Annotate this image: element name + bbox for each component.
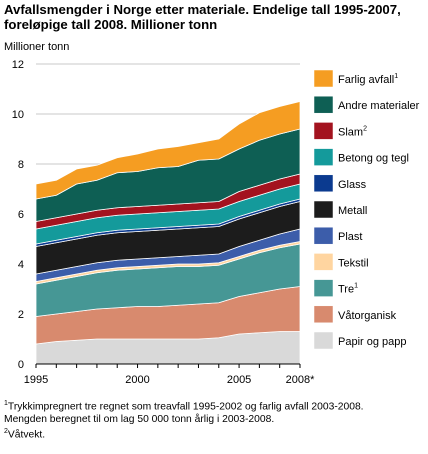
legend-label-papir-og-papp: Papir og papp — [338, 336, 407, 348]
legend-swatch-glass — [313, 174, 334, 193]
y-tick-label: 0 — [18, 359, 24, 371]
legend-swatch-slam — [313, 122, 334, 140]
footnote-1: 1Trykkimpregnert tre regnet som treavfal… — [4, 398, 424, 414]
area-farlig-avfall — [35, 101, 301, 200]
legend-swatch-betong-og-tegl — [313, 148, 334, 166]
area-series — [35, 101, 301, 365]
y-tick-label: 6 — [18, 209, 24, 221]
x-ticks: 1995 2000 2005 2008* — [24, 364, 315, 386]
y-tick-label: 8 — [18, 159, 24, 171]
legend-label-slam: Slam2 — [338, 125, 367, 138]
y-tick-label: 12 — [12, 59, 24, 71]
footnote-2-text: Våtvekt. — [7, 429, 46, 441]
y-tick-label: 2 — [18, 309, 24, 321]
legend-label-tre: Tre1 — [338, 283, 358, 296]
legend-swatch-metall — [313, 200, 334, 219]
footnote-1-cont-text: Mengden beregnet til om lag 50 000 tonn … — [4, 413, 275, 425]
x-tick-label: 1995 — [24, 374, 48, 386]
legend: Farlig avfall1 Andre materialer Slam2 Beton… — [313, 69, 420, 350]
legend-swatch-farlig-avfall — [313, 69, 334, 88]
footnotes: 1Trykkimpregnert tre regnet som treavfal… — [4, 398, 424, 442]
legend-label-tekstil: Tekstil — [338, 257, 369, 269]
legend-label-farlig-avfall: Farlig avfall1 — [338, 73, 398, 86]
footnote-1-text: Trykkimpregnert tre regnet som treavfall… — [7, 401, 364, 413]
legend-swatch-tre — [313, 279, 334, 297]
footnote-2: 2Våtvekt. — [4, 426, 424, 442]
stacked-area-chart: 0 2 4 6 8 10 12 1995 2000 2005 2008* Farlig avfal… — [12, 59, 420, 386]
y-ticks: 0 2 4 6 8 10 12 — [12, 59, 24, 371]
legend-label-betong-og-tegl: Betong og tegl — [338, 153, 409, 165]
legend-swatch-papir-og-papp — [313, 331, 334, 350]
legend-label-våtorganisk: Våtorganisk — [338, 310, 397, 322]
x-tick-label: 2000 — [125, 374, 149, 386]
x-tick-label: 2008* — [286, 374, 315, 386]
footnote-1-sup: 1 — [4, 400, 8, 407]
legend-swatch-andre-materialer — [313, 95, 334, 114]
legend-label-glass: Glass — [338, 179, 367, 191]
x-tick-label: 2005 — [227, 374, 251, 386]
legend-swatch-våtorganisk — [313, 305, 334, 324]
y-tick-label: 4 — [18, 259, 24, 271]
y-tick-label: 10 — [12, 109, 24, 121]
legend-swatch-tekstil — [313, 253, 334, 271]
legend-label-metall: Metall — [338, 205, 367, 217]
chart-title: Avfallsmengder i Norge etter materiale. … — [4, 2, 401, 32]
y-axis-label: Millioner tonn — [4, 41, 70, 53]
footnote-1-cont: Mengden beregnet til om lag 50 000 tonn … — [4, 414, 424, 427]
footnote-2-sup: 2 — [4, 428, 8, 436]
legend-label-andre-materialer: Andre materialer — [338, 100, 420, 112]
legend-swatch-plast — [313, 226, 334, 245]
legend-label-plast: Plast — [338, 231, 362, 243]
